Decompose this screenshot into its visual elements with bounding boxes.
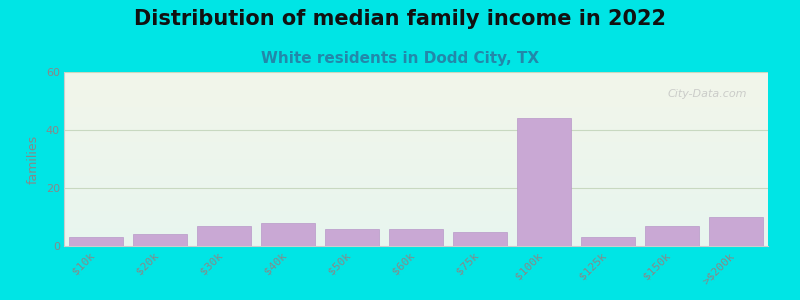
Bar bbox=[453, 232, 507, 246]
Text: White residents in Dodd City, TX: White residents in Dodd City, TX bbox=[261, 51, 539, 66]
Bar bbox=[709, 217, 763, 246]
Bar bbox=[645, 226, 699, 246]
Bar bbox=[133, 234, 187, 246]
Y-axis label: families: families bbox=[27, 134, 40, 184]
Bar bbox=[581, 237, 635, 246]
Bar bbox=[389, 229, 443, 246]
Bar bbox=[197, 226, 251, 246]
Text: Distribution of median family income in 2022: Distribution of median family income in … bbox=[134, 9, 666, 29]
Text: City-Data.com: City-Data.com bbox=[667, 89, 747, 99]
Bar bbox=[325, 229, 379, 246]
Bar bbox=[517, 118, 571, 246]
Bar bbox=[261, 223, 315, 246]
Bar bbox=[69, 237, 123, 246]
